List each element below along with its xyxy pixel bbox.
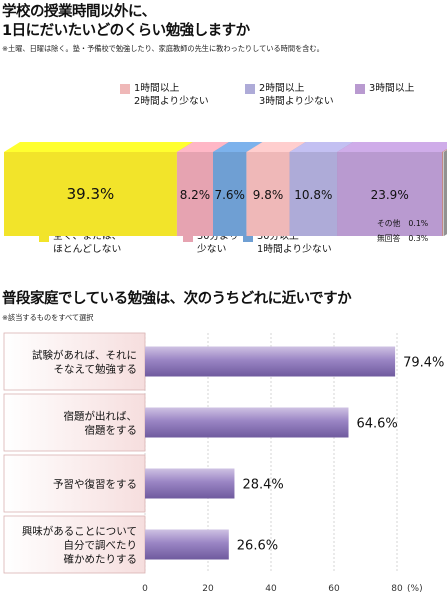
bar-value-label: 79.4% [403, 356, 444, 371]
stacked-bar-chart: 39.3% 8.2%7.6% 9.8% 10.8% 23.9% [0, 120, 447, 250]
tick-label: 80 [391, 584, 403, 594]
small-label-name: 無回答 [377, 234, 400, 243]
stack-segment-top [337, 142, 447, 152]
tick-label: 20 [202, 584, 214, 594]
stack-segment-top [4, 142, 193, 152]
legend-swatch [120, 84, 130, 94]
stack-segment-front [443, 152, 444, 236]
small-label-value: 0.3% [408, 234, 428, 243]
category-box [4, 333, 145, 390]
bar-value-label: 26.6% [237, 539, 278, 554]
stack-segment-0: 39.3% [4, 142, 193, 236]
category-label: 予習や復習をする [53, 478, 137, 491]
stack-value-label: 7.6% [214, 188, 245, 202]
small-label-name: その他 [377, 219, 400, 228]
category-label: 確かめたりする [64, 553, 138, 566]
small-label-1: 無回答 0.3% [377, 233, 428, 244]
legend-label: 3時間以上 [369, 82, 414, 95]
tick-label: 60 [328, 584, 340, 594]
section2-title: 普段家庭でしている勉強は、次のうちどれに近いですか [2, 290, 351, 309]
bar-row: 予習や復習をする 28.4% [4, 455, 284, 512]
bar [145, 469, 234, 499]
section1-note: ※土曜、日曜は除く。塾・予備校で勉強したり、家庭教師の先生に教わったりしている時… [2, 44, 324, 54]
stack-value-label: 10.8% [294, 188, 332, 202]
legend-label-line2: 3時間より少ない [259, 95, 334, 108]
small-label-value: 0.1% [408, 219, 428, 228]
category-label: 試験があれば、それに [32, 349, 137, 362]
category-label: 宿題をする [85, 424, 138, 437]
category-label: 宿題が出れば、 [64, 410, 138, 423]
section1-title-line1: 学校の授業時間以外に、 [2, 3, 250, 22]
section1-title-line2: 1日にだいたいどのくらい勉強しますか [2, 22, 250, 41]
axis-unit-label: (%) [407, 584, 423, 594]
tick-label: 40 [265, 584, 277, 594]
stack-value-label: 9.8% [253, 188, 284, 202]
tick-label: 0 [142, 584, 148, 594]
bar [145, 530, 229, 560]
legend-swatch [245, 84, 255, 94]
small-label-0: その他 0.1% [377, 218, 428, 229]
legend-label-line1: 2時間以上 [259, 82, 334, 95]
stack-value-label: 23.9% [371, 188, 409, 202]
stack-segment-7 [443, 142, 447, 236]
stack-value-label: 8.2% [180, 188, 211, 202]
section2-note: ※該当するものをすべて選択 [2, 313, 93, 323]
category-box [4, 394, 145, 451]
bar [145, 347, 395, 377]
legend-label-line2: 2時間より少ない [134, 95, 209, 108]
bar-value-label: 28.4% [242, 478, 283, 493]
bar-row: 宿題が出れば、宿題をする 64.6% [4, 394, 398, 451]
legend-label-line1: 1時間以上 [134, 82, 209, 95]
stack-value-label: 39.3% [67, 185, 115, 203]
category-label: 興味があることについて [22, 525, 137, 538]
bar [145, 408, 348, 438]
bar-value-label: 64.6% [356, 417, 397, 432]
legend-label-line1: 3時間以上 [369, 82, 414, 95]
category-label: 自分で調べたり [64, 539, 138, 552]
category-label: そなえて勉強する [54, 363, 137, 376]
section1-title: 学校の授業時間以外に、 1日にだいたいどのくらい勉強しますか [2, 3, 250, 41]
legend-swatch [355, 84, 365, 94]
